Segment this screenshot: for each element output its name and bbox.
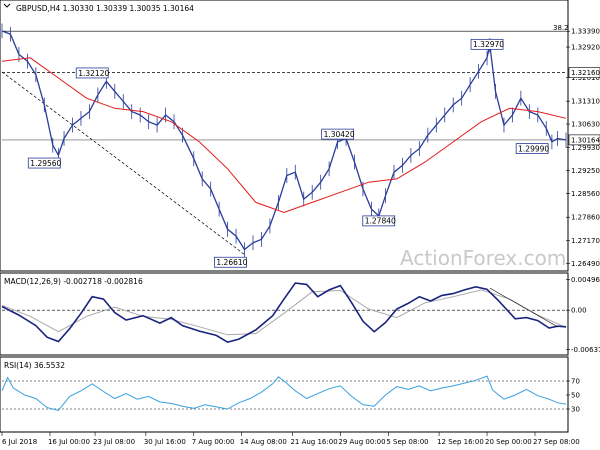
macd-tick-label: 0.00 (571, 307, 587, 315)
chart-title: GBPUSD,H4 1.30330 1.30339 1.30035 1.3016… (16, 4, 194, 13)
price-annotation-box (214, 256, 247, 268)
price-y-axis: 1.33390 1.32920 1.32010 1.31310 1.30630 1.299… (566, 28, 600, 268)
price-annotation-label: 1.32120 (78, 69, 109, 78)
macd-y-axis: 0.004968 0.00 -0.006372 (566, 276, 600, 354)
time-tick-label: 7 Aug 00:00 (192, 438, 235, 446)
time-tick-label: 30 Jul 16:00 (144, 438, 186, 446)
macd-title: MACD(12,26,9) -0.002718 -0.002816 (4, 277, 143, 286)
rsi-tick-label: 70 (571, 378, 580, 386)
price-annotation-label: 1.30420 (324, 130, 355, 139)
macd-panel: MACD(12,26,9) -0.002718 -0.002816 0.0049… (0, 272, 600, 356)
level-price-box (568, 67, 600, 78)
time-tick-label: 21 Aug 16:00 (290, 438, 337, 446)
price-tick-label: 1.28560 (571, 190, 600, 198)
time-tick-label: 12 Sep 16:00 (437, 438, 484, 446)
rsi-panel-frame (0, 356, 569, 433)
price-annotation-box (515, 143, 549, 154)
price-annotation-label: 1.29990 (518, 144, 549, 153)
time-tick-label: 6 Jul 2018 (2, 438, 37, 446)
level-price-label: 1.32160 (571, 69, 600, 77)
price-tick-label: 1.32010 (571, 74, 600, 82)
price-annotation-box (321, 128, 354, 140)
macd-tick-label: 0.004968 (571, 276, 600, 284)
trendline (1, 71, 245, 255)
rsi-tick-label: 30 (571, 406, 580, 414)
price-tick-label: 1.27170 (571, 237, 600, 245)
moving-average-line (1, 57, 567, 214)
price-annotation-label: 1.29560 (30, 159, 61, 168)
time-tick-label: 5 Sep 08:00 (386, 438, 428, 446)
rsi-y-axis: 70 50 30 (566, 378, 580, 414)
price-tick-label: 1.30630 (571, 121, 600, 129)
rsi-plot (1, 375, 567, 411)
time-tick-label: 23 Jul 08:00 (93, 438, 135, 446)
price-annotations: 1.29560 1.32120 1.26610 1.30420 1.27840 1.329… (27, 38, 549, 268)
rsi-line (1, 375, 567, 411)
fib-label: 38.2 (553, 24, 569, 32)
time-tick-label: 29 Aug 00:00 (338, 438, 385, 446)
price-tick-label: 1.33390 (571, 28, 600, 36)
time-x-axis: 6 Jul 2018 16 Jul 00:00 23 Jul 08:00 30 Jul… (1, 432, 580, 446)
time-tick-label: 16 Jul 00:00 (48, 438, 90, 446)
price-tick-label: 1.32920 (571, 44, 600, 52)
price-annotation-box (27, 157, 61, 169)
current-price-box (568, 134, 600, 146)
price-tick-label: 1.29930 (571, 144, 600, 152)
price-tick-label: 1.31310 (571, 98, 600, 106)
macd-trendline (489, 287, 558, 328)
macd-signal-line (1, 289, 567, 336)
price-panel: GBPUSD,H4 1.30330 1.30339 1.30035 1.3016… (0, 0, 600, 272)
price-tick-label: 1.27860 (571, 214, 600, 222)
price-annotation-label: 1.32970 (473, 40, 504, 49)
price-series-line (1, 30, 567, 251)
time-tick-label: 20 Sep 00:00 (485, 438, 532, 446)
macd-line (1, 282, 567, 344)
time-tick-label: 14 Aug 08:00 (240, 438, 287, 446)
price-annotation-label: 1.27840 (365, 217, 396, 226)
rsi-panel: RSI(14) 36.5532 70 50 30 (0, 356, 580, 433)
macd-plot (1, 282, 567, 344)
dropdown-icon[interactable] (3, 3, 11, 8)
price-annotation-box (75, 67, 109, 79)
price-tick-label: 1.29250 (571, 167, 600, 175)
rsi-tick-label: 50 (571, 392, 580, 400)
time-tick-label: 27 Sep 08:00 (533, 438, 580, 446)
watermark-text: ActionForex.com (400, 246, 566, 270)
rsi-title: RSI(14) 36.5532 (4, 361, 65, 370)
price-annotation-box (470, 38, 504, 50)
price-annotation-box (362, 215, 396, 227)
price-annotation-label: 1.26610 (216, 258, 247, 267)
price-tick-label: 1.26490 (571, 260, 600, 268)
price-overlays: 38.2 (1, 23, 569, 257)
current-price-label: 1.30164 (571, 136, 600, 144)
macd-tick-label: -0.006372 (571, 346, 600, 354)
